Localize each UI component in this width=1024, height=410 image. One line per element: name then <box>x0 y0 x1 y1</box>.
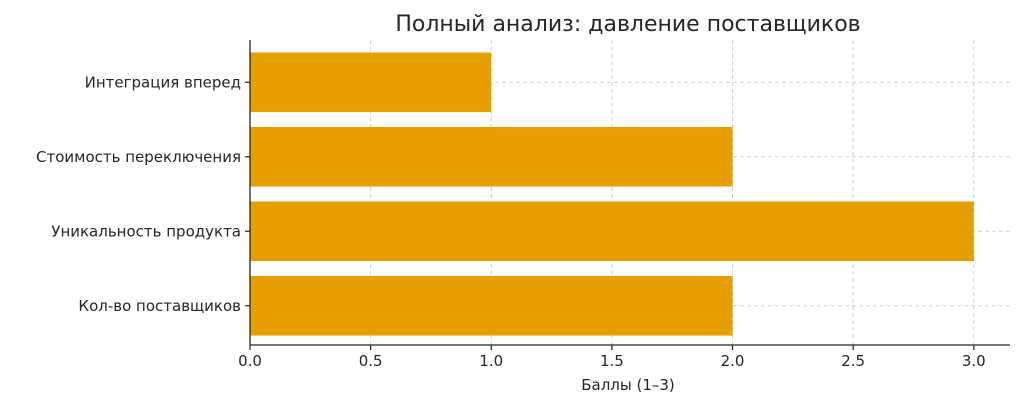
bars <box>250 52 974 336</box>
bar <box>250 126 733 187</box>
x-tick-label: 1.5 <box>600 352 624 370</box>
x-tick-label: 2.0 <box>721 352 745 370</box>
x-tick-label: 0.0 <box>238 352 262 370</box>
y-tick-label: Стоимость переключения <box>36 148 241 166</box>
x-tick-label: 1.0 <box>479 352 503 370</box>
bar <box>250 52 492 113</box>
chart-title: Полный анализ: давление поставщиков <box>395 12 860 37</box>
x-tick-label: 2.5 <box>841 352 865 370</box>
x-axis-label: Баллы (1–3) <box>581 376 675 394</box>
y-tick-label: Уникальность продукта <box>51 222 241 240</box>
y-axis-ticks: Кол-во поставщиков Уникальность продукта С… <box>36 73 250 315</box>
bar <box>250 275 733 336</box>
x-tick-label: 0.5 <box>359 352 383 370</box>
bar <box>250 201 974 262</box>
y-tick-label: Интеграция вперед <box>85 73 241 91</box>
x-axis-ticks: 0.0 0.5 1.0 1.5 2.0 2.5 3.0 <box>238 345 986 370</box>
x-tick-label: 3.0 <box>962 352 986 370</box>
y-tick-label: Кол-во поставщиков <box>78 297 241 315</box>
